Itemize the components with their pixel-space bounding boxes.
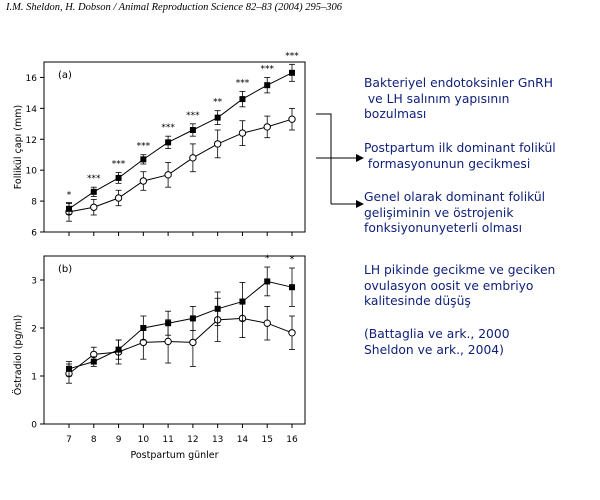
data-point [263, 319, 271, 327]
y-tick-label: 1 [31, 373, 37, 383]
x-tick-label: 8 [91, 435, 97, 445]
significance-label: * [290, 255, 295, 265]
significance-label: *** [285, 51, 299, 61]
data-point [264, 82, 271, 89]
data-point [189, 154, 197, 162]
series-line [68, 72, 293, 210]
note-lh-peak-delay: LH pikinde gecikme ve geciken ovulasyon … [364, 263, 556, 308]
significance-label: *** [186, 111, 200, 121]
significance-label: ** [213, 98, 223, 108]
y-tick-label: 2 [31, 325, 37, 335]
data-point [238, 129, 247, 137]
y-axis-label: Östradiol (pg/ml) [13, 315, 24, 396]
significance-label: *** [161, 123, 175, 133]
data-point [90, 203, 98, 211]
data-point [66, 365, 72, 372]
y-tick-label: 3 [31, 277, 37, 287]
significance-label: * [265, 254, 270, 264]
data-point [264, 278, 271, 285]
data-point [263, 123, 271, 131]
data-point [165, 139, 172, 146]
series-open-circle [65, 107, 296, 222]
y-tick-label: 10 [26, 167, 38, 177]
y-tick-label: 14 [26, 105, 38, 115]
data-point [115, 174, 122, 181]
series-open-circle [65, 297, 296, 384]
data-point [189, 127, 196, 133]
y-tick-label: 12 [26, 136, 37, 146]
data-point [140, 156, 147, 163]
data-point [90, 358, 97, 365]
data-point [115, 346, 122, 353]
data-point [140, 325, 147, 331]
data-point [289, 284, 295, 291]
x-tick-label: 13 [212, 435, 223, 445]
x-tick-label: 15 [261, 435, 272, 445]
note-gnrh-lh: Bakteriyel endotoksinler GnRH ve LH salı… [364, 76, 553, 121]
significance-label: * [67, 190, 72, 200]
series-line [68, 280, 293, 370]
significance-label: *** [236, 78, 250, 88]
data-point [239, 96, 246, 103]
significance-label: *** [112, 160, 126, 170]
data-point [239, 298, 246, 305]
panel-label: (a) [58, 70, 72, 81]
series-filled-square [66, 266, 295, 377]
significance-label: *** [260, 64, 274, 74]
data-point [114, 194, 123, 202]
y-tick-label: 16 [26, 74, 38, 84]
data-point [288, 329, 296, 337]
x-tick-label: 10 [138, 435, 150, 445]
data-point [289, 69, 295, 76]
data-point [165, 320, 172, 327]
data-point [90, 188, 97, 195]
significance-label: *** [87, 174, 101, 184]
data-point [214, 114, 221, 121]
y-tick-label: 6 [31, 229, 37, 239]
x-tick-label: 16 [286, 435, 298, 445]
data-point [66, 205, 72, 212]
data-point [213, 140, 222, 148]
data-point [164, 337, 172, 346]
note-references: (Battaglia ve ark., 2000 Sheldon ve ark.… [364, 327, 510, 357]
x-tick-label: 9 [116, 435, 122, 445]
x-tick-label: 7 [66, 435, 72, 445]
x-axis-label: Postpartum günler [130, 450, 218, 461]
significance-label: *** [137, 142, 151, 152]
x-tick-label: 11 [162, 435, 173, 445]
data-point [214, 305, 221, 312]
note-first-dominant-follicle: Postpartum ilk dominant folikül formasyo… [364, 141, 556, 171]
plot-frame [43, 61, 306, 233]
data-point [189, 315, 196, 322]
note-dominant-follicle-development: Genel olarak dominant folikül gelişimini… [364, 190, 546, 235]
x-tick-label: 14 [237, 435, 249, 445]
series-line [68, 317, 293, 374]
x-tick-label: 12 [187, 435, 198, 445]
data-point [139, 177, 148, 185]
panel-label: (b) [58, 264, 72, 275]
data-point [288, 115, 296, 123]
y-tick-label: 0 [31, 421, 37, 431]
series-filled-square [66, 63, 295, 215]
notes-panel: Bakteriyel endotoksinler GnRH ve LH salı… [364, 0, 600, 500]
plot-frame [43, 255, 306, 425]
data-point [164, 171, 172, 179]
y-tick-label: 8 [31, 198, 37, 208]
y-axis-label: Follikül çapı (mm) [13, 105, 24, 189]
data-point [189, 338, 197, 347]
series-line [68, 118, 293, 213]
citation-header: I.M. Sheldon, H. Dobson / Animal Reprodu… [6, 2, 342, 13]
